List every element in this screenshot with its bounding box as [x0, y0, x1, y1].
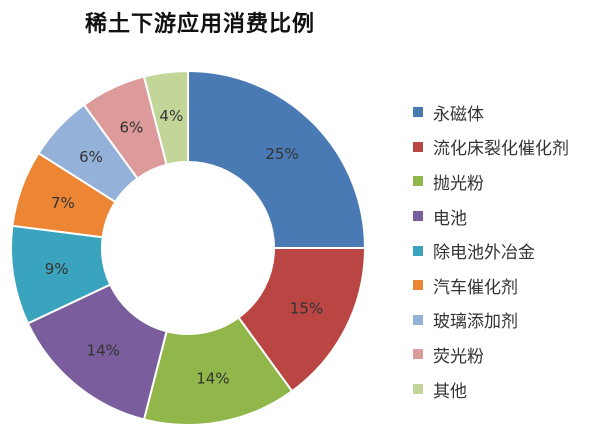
legend-swatch: [413, 384, 423, 395]
legend-swatch: [413, 349, 423, 360]
slice-label-1: 25%: [265, 145, 298, 163]
legend-label: 汽车催化剂: [433, 277, 518, 298]
legend-label: 其他: [433, 381, 467, 402]
slice-labels-group: 25% 15% 14% 14% 9% 7% 6% 6% 4%: [45, 107, 323, 388]
slice-label-2: 15%: [290, 299, 323, 317]
legend-swatch: [413, 314, 423, 325]
legend-swatch: [413, 107, 423, 118]
slices-group: [10, 69, 367, 426]
legend-item: 荧光粉: [413, 337, 598, 372]
chart-title: 稀土下游应用消费比例: [84, 12, 315, 37]
legend: 永磁体流化床裂化催化剂 抛光粉电池除电池外冶金 汽车催化剂玻璃添加剂荧光粉其他: [413, 95, 598, 406]
slice-label-3: 14%: [196, 370, 229, 388]
slice-label-6: 7%: [51, 194, 75, 212]
legend-swatch: [413, 280, 423, 291]
legend-swatch: [413, 176, 423, 187]
slice-label-7: 6%: [79, 148, 103, 166]
legend-item: 除电池外冶金: [413, 233, 598, 268]
legend-item: 电池: [413, 199, 598, 234]
legend-item: 汽车催化剂: [413, 268, 598, 303]
legend-item: 流化床裂化催化剂: [413, 130, 598, 165]
slice-label-9: 4%: [159, 107, 183, 125]
legend-label: 荧光粉: [433, 346, 484, 367]
legend-item: 抛光粉: [413, 164, 598, 199]
legend-label: 玻璃添加剂: [433, 312, 518, 333]
slice-label-5: 9%: [45, 260, 69, 278]
legend-swatch: [413, 211, 423, 222]
slice-9: [142, 69, 189, 166]
legend-swatch: [413, 245, 423, 256]
legend-item: 其他: [413, 372, 598, 407]
slice-label-8: 6%: [119, 119, 143, 137]
legend-label: 流化床裂化催化剂: [433, 139, 569, 160]
slice-1: [187, 69, 367, 249]
slice-4: [26, 283, 168, 421]
legend-swatch: [413, 141, 423, 152]
legend-item: 永磁体: [413, 95, 598, 130]
legend-label: 永磁体: [433, 104, 484, 125]
slice-3: [142, 316, 294, 426]
legend-label: 抛光粉: [433, 173, 484, 194]
legend-label: 除电池外冶金: [433, 243, 535, 264]
slice-label-4: 14%: [87, 341, 120, 359]
legend-label: 电池: [433, 208, 467, 229]
slice-2: [237, 247, 367, 393]
legend-item: 玻璃添加剂: [413, 303, 598, 338]
